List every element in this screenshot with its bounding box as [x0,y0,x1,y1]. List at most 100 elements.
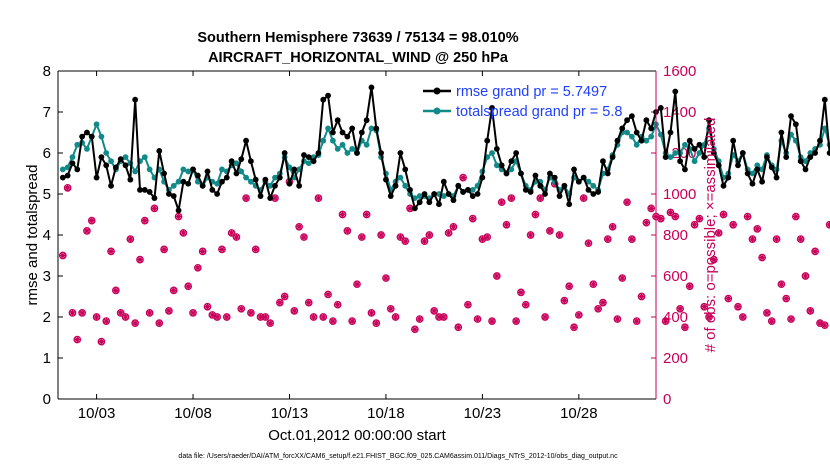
obs-assimilated-point [315,194,322,202]
totalspread-point [469,187,476,193]
totalspread-point [585,178,592,185]
rmse-point [547,170,553,177]
obs-assimilated-point [691,221,698,228]
rmse-point [773,174,780,181]
y2-tick-label: 600 [663,268,688,285]
obs-assimilated-point [705,313,713,321]
rmse-point [575,178,582,185]
rmse-point [325,92,331,99]
rmse-point [262,176,269,183]
totalspread-point [696,150,703,156]
legend-totalspread-label: totalspread grand pr = 5.8 [456,104,622,120]
obs-assimilated-point [416,315,423,323]
rmse-point [204,168,211,175]
rmse-point [310,158,317,165]
obs-assimilated-point [170,287,177,294]
rmse-series [59,84,830,214]
rmse-point [445,191,452,197]
obs-assimilated-point [792,213,800,220]
totalspread-point [272,174,278,181]
rmse-point [542,191,548,197]
obs-assimilated-point [93,313,100,321]
totalspread-point [185,168,192,175]
rmse-point [551,174,558,181]
rmse-point [108,182,114,189]
rmse-point [440,178,447,185]
obs-assimilated-point [619,274,626,282]
obs-assimilated-point [107,248,115,255]
obs-assimilated-point [643,219,650,226]
totalspread-point [643,137,650,144]
obs-assimilated-point [305,299,312,306]
rmse-point [807,154,814,161]
obs-assimilated-point [488,317,496,325]
rmse-point [349,125,356,132]
rmse-point [276,174,283,181]
obs-assimilated-point [580,194,587,202]
rmse-point [561,182,568,189]
obs-assimilated-point [353,281,361,288]
rmse-point [185,180,192,187]
rmse-point [498,162,505,169]
rmse-point [170,193,177,199]
x-tick-label: 10/08 [174,405,212,422]
rmse-point [735,162,741,169]
totalspread-point [69,154,76,161]
obs-assimilated-point [127,235,134,243]
obs-assimilated-point [787,315,795,323]
rmse-point [455,182,462,189]
y-axis-right: 02004006008001000120014001600 [651,63,696,408]
rmse-point [465,187,471,193]
obs-assimilated-point [165,307,173,315]
obs-assimilated-point [218,246,226,253]
obs-assimilated-point [199,248,206,255]
rmse-point [556,193,563,199]
obs-assimilated-point [672,213,679,220]
rmse-point [180,178,187,185]
rmse-point [98,154,105,161]
obs-assimilated-point [484,233,491,241]
rmse-point [64,172,71,179]
rmse-point [416,199,423,206]
obs-assimilated-point [556,231,563,239]
obs-assimilated-point [175,213,182,220]
obs-assimilated-point [411,326,419,333]
rmse-point [609,154,616,161]
rmse-point [667,129,674,136]
obs-assimilated-point [503,221,510,228]
totalspread-point [243,174,249,181]
obs-assimilated-point [271,194,279,202]
obs-assimilated-point [334,301,341,308]
obs-assimilated-point [320,313,327,321]
rmse-point [132,96,139,103]
obs-assimilated-point [185,283,192,290]
rmse-point [682,166,688,173]
rmse-point [411,205,418,212]
obs-assimilated-point [64,184,71,192]
obs-assimilated-point [189,309,197,317]
rmse-point [79,133,86,140]
x-axis: 10/03 10/08 10/13 10/18 10/23 10/28 [78,71,598,422]
rmse-point [301,152,307,158]
totalspread-point [320,137,327,144]
obs-assimilated-point [609,223,616,230]
legend-rmse-label: rmse grand pr = 5.7497 [456,84,607,100]
rmse-point [238,156,245,163]
rmse-point [754,166,761,173]
y-tick-label: 5 [43,186,51,203]
rmse-point [595,189,602,195]
obs-assimilated-point [720,211,727,218]
rmse-point [677,158,684,165]
rmse-point [209,187,216,193]
y2-tick-label: 1000 [663,186,696,203]
rmse-point [537,182,544,189]
obs-assimilated-point [469,215,476,222]
totalspread-point [416,193,423,199]
totalspread-point [59,166,66,173]
rmse-point [387,193,394,199]
obs-assimilated-point [474,315,481,323]
rmse-point [407,187,413,193]
obs-assimilated-point [725,295,732,302]
obs-assimilated-point [570,324,578,331]
totalspread-point [233,160,240,167]
